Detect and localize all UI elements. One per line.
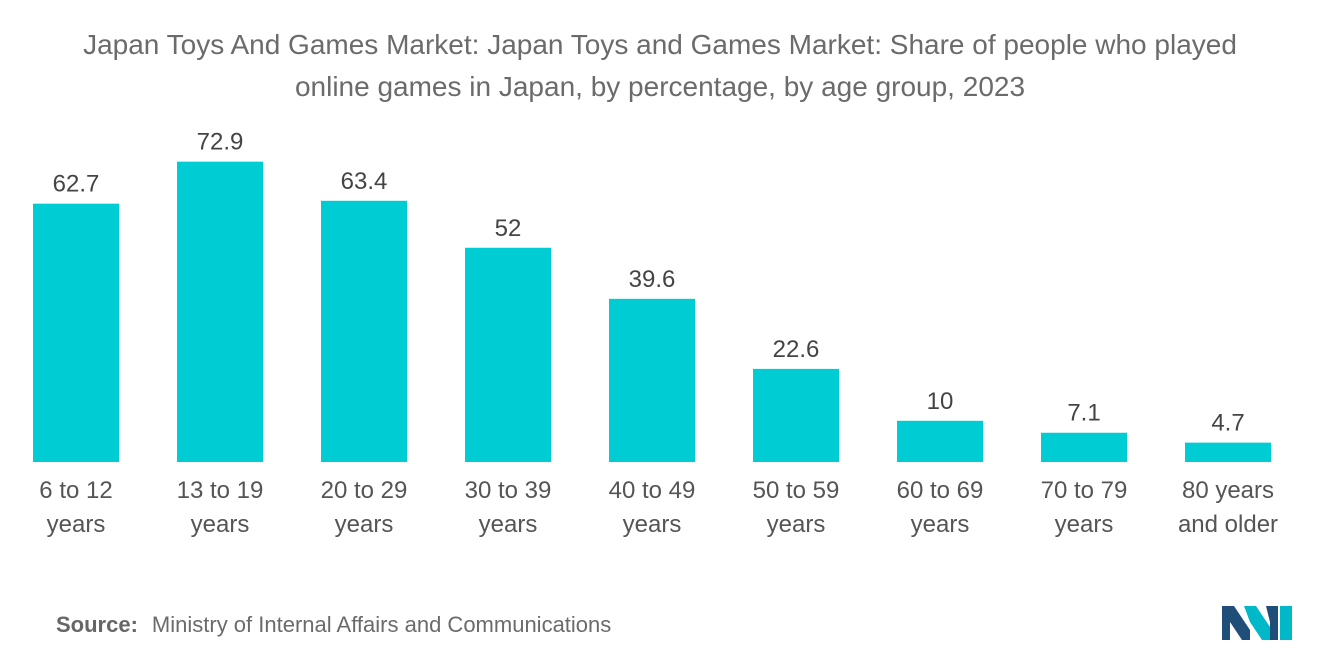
chart-title-line-1: Japan Toys And Games Market: Japan Toys … xyxy=(83,29,1237,60)
bar-3 xyxy=(465,247,551,462)
logo-left-stroke xyxy=(1222,606,1250,640)
x-tick-label-3-line-1: years xyxy=(479,511,538,538)
x-tick-label-8-line-0: 80 years xyxy=(1182,477,1274,504)
bar-value-label-2: 63.4 xyxy=(341,168,388,195)
bar-7 xyxy=(1041,432,1127,462)
x-tick-label-4-line-0: 40 to 49 xyxy=(609,477,696,504)
bar-2 xyxy=(321,200,407,463)
source-note: Source: Ministry of Internal Affairs and … xyxy=(56,612,611,638)
bar-0 xyxy=(33,203,119,462)
x-tick-label-2-line-0: 20 to 29 xyxy=(321,477,408,504)
bar-8 xyxy=(1185,442,1271,462)
bar-value-label-1: 72.9 xyxy=(197,129,244,156)
bar-value-label-3: 52 xyxy=(495,215,522,242)
bar-value-label-7: 7.1 xyxy=(1067,400,1100,427)
bar-4 xyxy=(609,298,695,462)
x-tick-label-7-line-1: years xyxy=(1055,511,1114,538)
x-tick-label-8-line-1: and older xyxy=(1178,511,1278,538)
x-tick-label-1-line-0: 13 to 19 xyxy=(177,477,264,504)
x-tick-label-1-line-1: years xyxy=(191,511,250,538)
x-tick-label-6-line-0: 60 to 69 xyxy=(897,477,984,504)
x-tick-label-7-line-0: 70 to 79 xyxy=(1041,477,1128,504)
mordor-intelligence-logo-icon xyxy=(1222,606,1292,640)
bar-value-label-4: 39.6 xyxy=(629,266,676,293)
bar-1 xyxy=(177,161,263,463)
x-tick-label-0-line-0: 6 to 12 xyxy=(39,477,112,504)
source-text: Ministry of Internal Affairs and Communi… xyxy=(151,612,612,637)
x-tick-label-4-line-1: years xyxy=(623,511,682,538)
x-tick-label-0-line-1: years xyxy=(47,511,106,538)
x-tick-label-6-line-1: years xyxy=(911,511,970,538)
bar-5 xyxy=(753,368,839,462)
x-tick-label-5-line-1: years xyxy=(767,511,826,538)
logo-right-stroke xyxy=(1266,606,1278,640)
source-label: Source: xyxy=(56,612,138,637)
bar-6 xyxy=(897,420,983,462)
bar-value-label-6: 10 xyxy=(927,388,954,415)
bar-value-label-8: 4.7 xyxy=(1211,410,1244,437)
logo-middle-stroke xyxy=(1244,606,1272,640)
bar-value-label-0: 62.7 xyxy=(53,171,100,198)
x-tick-label-5-line-0: 50 to 59 xyxy=(753,477,840,504)
logo-right-accent xyxy=(1280,606,1292,640)
bar-value-label-5: 22.6 xyxy=(773,336,820,363)
x-tick-label-3-line-0: 30 to 39 xyxy=(465,477,552,504)
chart-title: Japan Toys And Games Market: Japan Toys … xyxy=(0,24,1320,108)
chart-title-line-2: online games in Japan, by percentage, by… xyxy=(294,71,1026,102)
x-tick-label-2-line-1: years xyxy=(335,511,394,538)
